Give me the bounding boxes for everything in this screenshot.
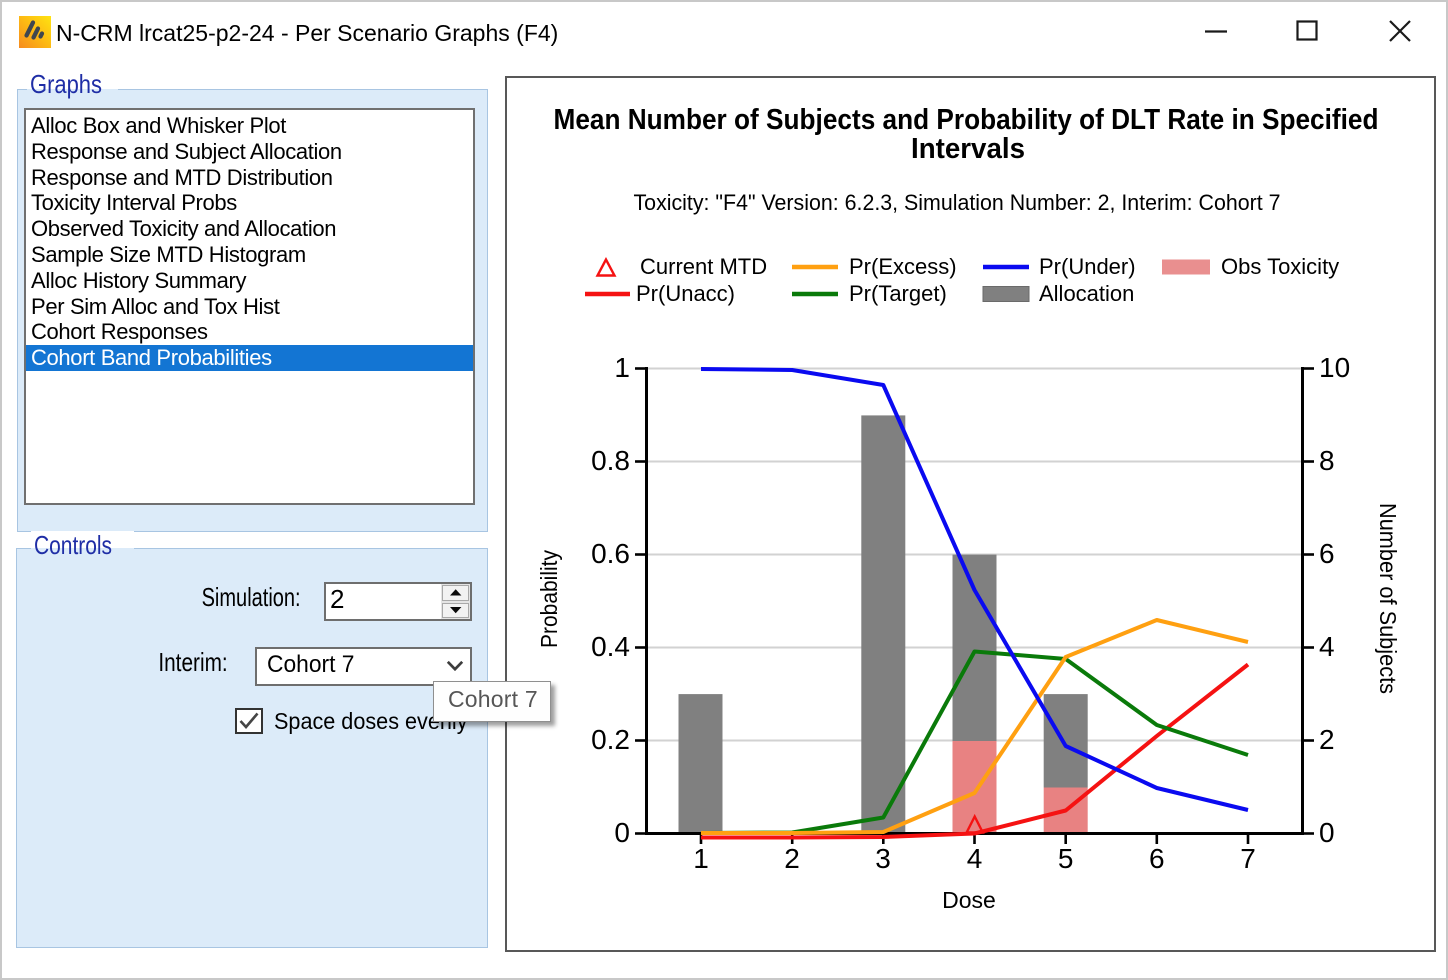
svg-text:0.8: 0.8 [591, 445, 630, 476]
svg-text:Pr(Under): Pr(Under) [1039, 254, 1136, 279]
svg-text:Allocation: Allocation [1039, 281, 1134, 306]
svg-text:Dose: Dose [942, 887, 996, 913]
svg-text:8: 8 [1319, 445, 1335, 476]
svg-text:Mean Number of Subjects and Pr: Mean Number of Subjects and Probability … [554, 104, 1379, 136]
svg-text:2: 2 [784, 843, 800, 874]
svg-text:5: 5 [1058, 843, 1074, 874]
svg-text:7: 7 [1240, 843, 1256, 874]
svg-text:Probability: Probability [536, 550, 562, 648]
svg-text:Current MTD: Current MTD [640, 254, 767, 279]
svg-text:0.4: 0.4 [591, 631, 630, 662]
svg-text:Pr(Unacc): Pr(Unacc) [636, 281, 735, 306]
svg-text:4: 4 [1319, 631, 1335, 662]
svg-text:Toxicity: "F4" Version: 6.2.3,: Toxicity: "F4" Version: 6.2.3, Simulatio… [634, 190, 1281, 215]
svg-text:Intervals: Intervals [911, 133, 1025, 165]
svg-text:2: 2 [1319, 724, 1335, 755]
svg-text:1: 1 [614, 352, 630, 383]
svg-text:0.6: 0.6 [591, 538, 630, 569]
svg-text:4: 4 [967, 843, 983, 874]
svg-text:1: 1 [693, 843, 709, 874]
svg-text:0.2: 0.2 [591, 724, 630, 755]
svg-text:0: 0 [1319, 817, 1335, 848]
svg-text:3: 3 [875, 843, 891, 874]
svg-text:Number of Subjects: Number of Subjects [1375, 503, 1401, 694]
svg-text:6: 6 [1319, 538, 1335, 569]
svg-text:Obs Toxicity: Obs Toxicity [1221, 254, 1339, 279]
svg-text:0: 0 [614, 817, 630, 848]
svg-text:10: 10 [1319, 352, 1350, 383]
svg-text:Pr(Target): Pr(Target) [849, 281, 947, 306]
svg-text:Pr(Excess): Pr(Excess) [849, 254, 957, 279]
svg-text:6: 6 [1149, 843, 1165, 874]
